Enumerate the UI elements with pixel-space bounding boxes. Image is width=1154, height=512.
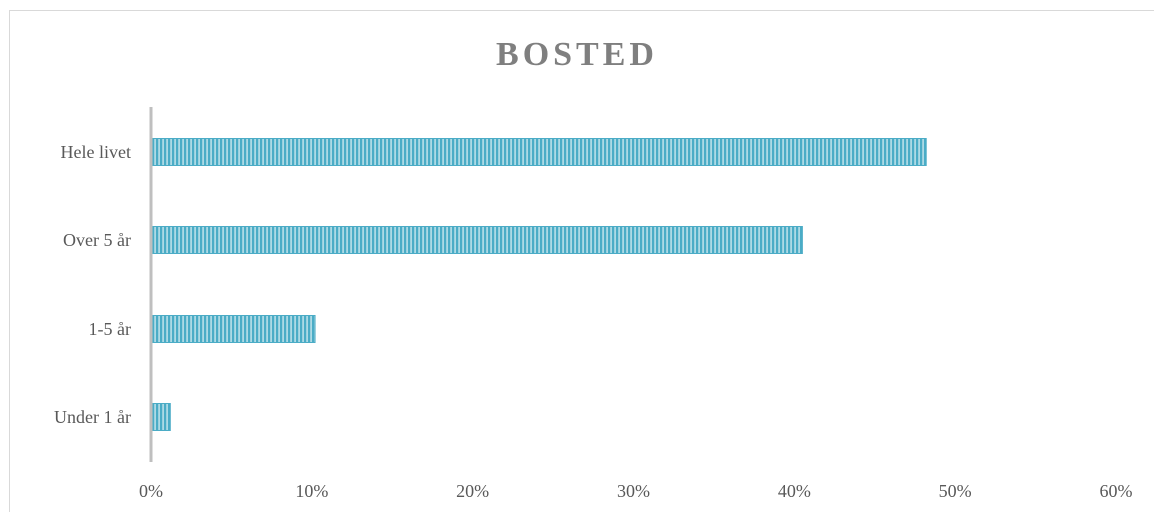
x-tick-label: 10% [295,481,328,501]
x-tick-label: 20% [456,481,489,501]
x-tick-label: 50% [939,481,972,501]
x-tick-label: 30% [617,481,650,501]
category-label: Under 1 år [54,407,131,427]
bar [151,138,927,166]
bar [151,315,316,343]
x-tick-label: 0% [139,481,163,501]
chart-title: BOSTED [496,36,658,73]
bar [151,403,171,431]
x-tick-label: 40% [778,481,811,501]
bar [151,226,803,254]
x-tick-label: 60% [1100,481,1133,501]
chart-frame [9,10,1154,512]
category-label: 1-5 år [89,319,131,339]
category-label: Over 5 år [63,230,131,250]
category-label: Hele livet [61,142,131,162]
